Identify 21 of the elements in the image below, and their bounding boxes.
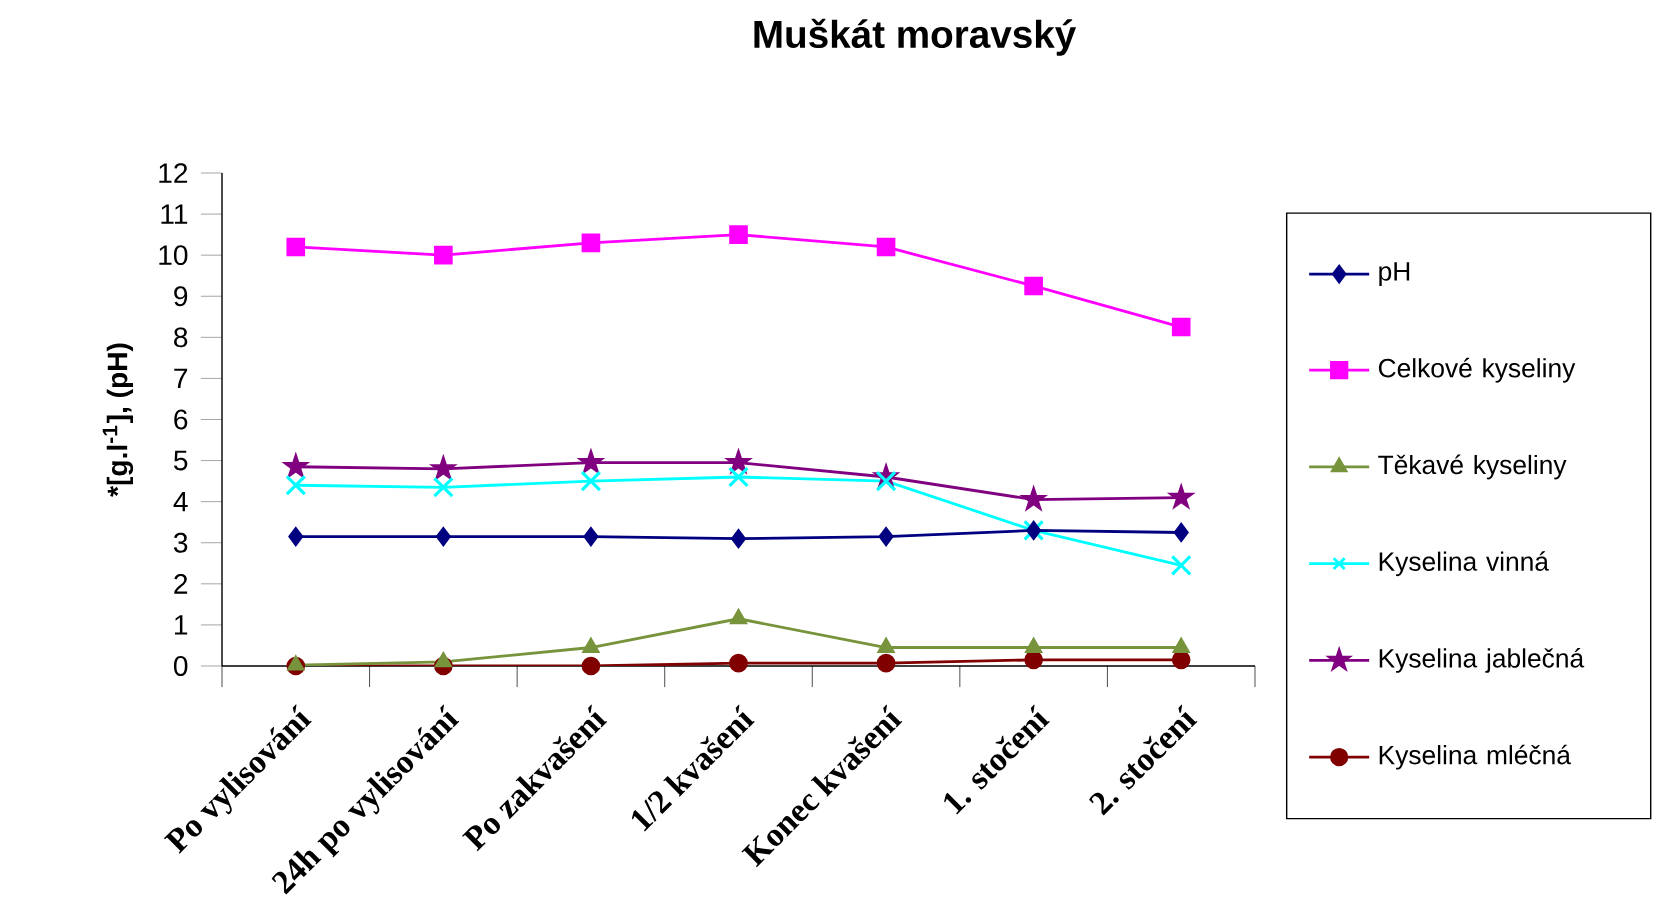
chart-title: Muškát moravský (754, 18, 1077, 56)
y-tick-label: 6 (174, 409, 188, 430)
y-axis-title: *[g.l$^{-1}$], (pH) (102, 343, 134, 497)
y-tick-label: 8 (174, 327, 188, 348)
y-tick-label: 5 (173, 450, 188, 471)
y-tick-label: 2 (174, 573, 188, 594)
legend-label: Těkavé kyseliny (1378, 454, 1567, 480)
legend-label: pH (1379, 262, 1410, 286)
legend-label: Kyselina mléčná (1379, 744, 1571, 770)
legend-label: Celkové kyseliny (1378, 357, 1576, 383)
y-tick-label: 12 (159, 163, 188, 183)
y-tick-label: 10 (159, 245, 188, 266)
y-tick-label: 7 (174, 368, 188, 388)
legend-label: Kyselina vinná (1379, 551, 1549, 577)
y-tick-label: 0 (173, 655, 188, 676)
y-tick-label: 11 (161, 204, 188, 224)
y-tick-label: 3 (173, 532, 188, 553)
legend-label: Kyselina jablečná (1379, 647, 1585, 673)
y-tick-label: 4 (173, 491, 188, 512)
y-tick-label: 9 (174, 286, 188, 307)
y-tick-label: 1 (175, 615, 188, 635)
